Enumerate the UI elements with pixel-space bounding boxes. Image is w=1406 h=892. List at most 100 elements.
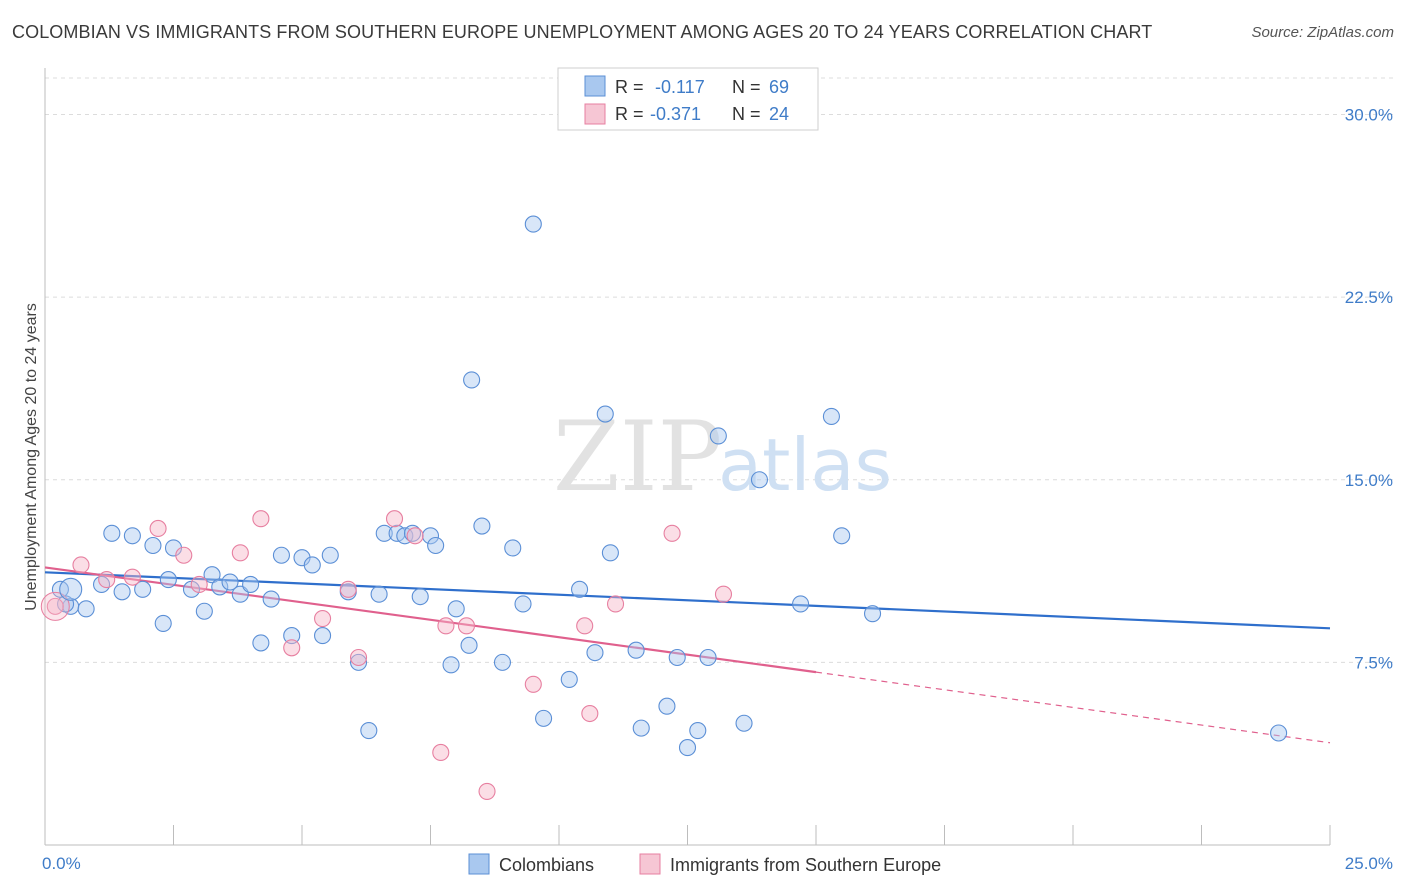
- point-blue-15: [211, 578, 229, 596]
- point-blue-58: [699, 648, 717, 667]
- point-blue-39: [460, 636, 478, 654]
- point-blue-60: [735, 714, 753, 732]
- point-blue-9: [154, 614, 172, 632]
- points-layer: [40, 215, 1288, 800]
- point-pink-23: [663, 524, 681, 542]
- point-blue-38: [447, 600, 465, 618]
- point-pink-24: [714, 585, 733, 603]
- y-axis-label: Unemployment Among Ages 20 to 24 years: [23, 303, 40, 611]
- point-pink-7: [231, 544, 249, 562]
- point-blue-26: [321, 546, 339, 564]
- point-blue-25: [314, 627, 332, 645]
- trend-layer: [44, 566, 1331, 744]
- grid-layer: [45, 77, 1393, 663]
- legend-r-label-2: R =: [615, 104, 644, 124]
- point-pink-16: [437, 617, 455, 635]
- trend-line-pink: [44, 566, 817, 674]
- legend: R = -0.117 N = 69 R = -0.371 N = 24: [557, 67, 819, 131]
- point-pink-6: [190, 575, 208, 594]
- point-blue-30: [370, 585, 388, 603]
- point-blue-68: [403, 524, 422, 542]
- bottom-legend-southern-europe: Immigrants from Southern Europe: [670, 855, 941, 875]
- bottom-legend-colombians: Colombians: [499, 855, 594, 875]
- point-blue-13: [195, 602, 213, 620]
- point-pink-large: [40, 591, 70, 621]
- legend-r-value-2: -0.371: [650, 104, 701, 124]
- point-blue-29: [360, 722, 378, 740]
- point-blue-56: [678, 739, 697, 757]
- legend-n-label-1: N =: [732, 77, 761, 97]
- point-blue-63: [822, 407, 840, 426]
- point-pink-3: [123, 568, 141, 586]
- point-blue-3: [92, 575, 111, 594]
- watermark: ZIP atlas: [553, 401, 892, 513]
- point-pink-14: [406, 527, 424, 545]
- bottom-legend-swatch-blue: [468, 853, 490, 875]
- point-pink-5: [175, 546, 193, 564]
- point-blue-51: [601, 544, 619, 562]
- legend-r-value-1: -0.117: [655, 77, 705, 97]
- point-pink-11: [339, 580, 357, 598]
- chart-title: COLOMBIAN VS IMMIGRANTS FROM SOUTHERN EU…: [12, 22, 1153, 42]
- point-blue-57: [689, 722, 707, 740]
- point-blue-24: [303, 556, 321, 574]
- point-blue-18: [242, 575, 260, 594]
- point-pink-19: [524, 675, 542, 693]
- point-pink-21: [581, 704, 599, 723]
- watermark-zip: ZIP: [553, 401, 722, 513]
- point-blue-10: [159, 571, 177, 589]
- point-blue-45: [524, 215, 542, 233]
- y-tick-label-2: 22.5%: [1345, 288, 1393, 307]
- point-blue-46: [535, 709, 553, 727]
- y-tick-label-0: 7.5%: [1354, 653, 1393, 672]
- point-blue-62: [792, 595, 810, 613]
- point-blue-54: [658, 697, 676, 715]
- point-blue-31: [375, 524, 393, 542]
- point-blue-35: [421, 527, 440, 545]
- bottom-legend: Colombians Immigrants from Southern Euro…: [468, 853, 941, 875]
- watermark-atlas: atlas: [718, 423, 892, 507]
- point-blue-40: [463, 371, 481, 389]
- point-blue-66: [1270, 724, 1288, 742]
- point-blue-34: [411, 588, 429, 606]
- point-pink-12: [349, 648, 368, 667]
- point-blue-36: [427, 536, 445, 555]
- point-pink-8: [252, 510, 270, 528]
- point-pink-9: [283, 639, 301, 657]
- point-blue-8: [144, 536, 162, 555]
- point-blue-6: [123, 527, 141, 545]
- y-tick-label-1: 15.0%: [1345, 471, 1393, 490]
- point-pink-18: [478, 782, 496, 800]
- point-blue-2: [77, 600, 95, 618]
- point-blue-61: [750, 471, 769, 489]
- point-blue-44: [514, 595, 532, 613]
- point-blue-large: [59, 577, 83, 601]
- point-blue-7: [134, 580, 152, 598]
- legend-n-value-2: 24: [769, 104, 789, 124]
- point-blue-21: [272, 546, 290, 564]
- point-blue-42: [493, 653, 512, 671]
- source-label: Source: ZipAtlas.com: [1251, 24, 1394, 41]
- point-blue-64: [833, 527, 851, 545]
- point-blue-55: [668, 648, 686, 667]
- point-blue-16: [221, 573, 239, 591]
- axes-layer: 7.5% 15.0% 22.5% 30.0% 0.0% 25.0%: [42, 68, 1393, 873]
- point-pink-0: [46, 597, 64, 615]
- point-pink-17: [457, 617, 476, 635]
- point-blue-48: [571, 580, 589, 598]
- point-pink-2: [98, 571, 116, 589]
- point-blue-14: [203, 566, 221, 584]
- legend-swatch-pink: [584, 103, 606, 125]
- point-pink-4: [149, 519, 167, 538]
- point-blue-5: [113, 583, 131, 601]
- point-pink-15: [432, 743, 450, 762]
- point-pink-13: [385, 510, 404, 528]
- point-blue-43: [504, 539, 522, 557]
- point-blue-22: [283, 627, 301, 645]
- point-pink-20: [576, 617, 594, 635]
- legend-r-label-1: R =: [615, 77, 644, 97]
- point-blue-47: [560, 670, 578, 688]
- x-tick-label-1: 25.0%: [1345, 854, 1393, 873]
- trend-line-dashed-pink: [815, 671, 1331, 744]
- point-blue-53: [632, 719, 650, 737]
